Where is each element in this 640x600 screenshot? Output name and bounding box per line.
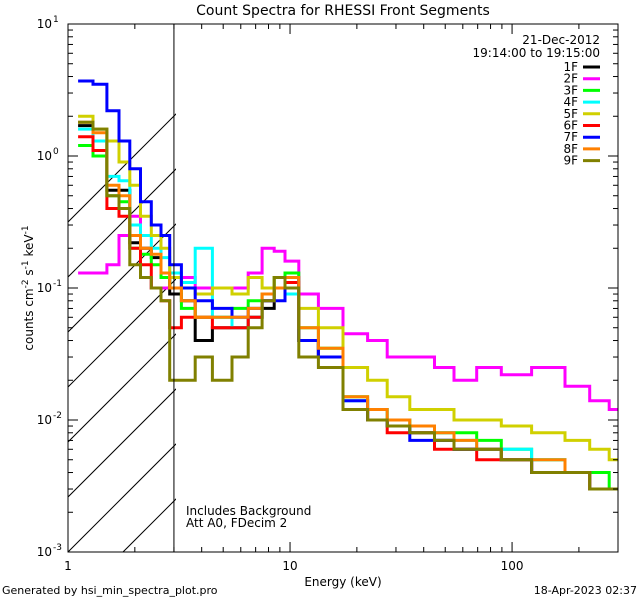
legend-label-4F: 4F: [563, 95, 578, 109]
legend-label-5F: 5F: [563, 107, 578, 121]
series-line-7F: [78, 79, 618, 491]
legend-label-6F: 6F: [563, 119, 578, 133]
legend-label-1F: 1F: [563, 60, 578, 74]
time-range-label: 19:14:00 to 19:15:00: [473, 46, 600, 60]
series-line-1F: [78, 124, 618, 491]
hatch-line: [68, 443, 176, 552]
series-line-4F: [78, 127, 618, 491]
legend-label-3F: 3F: [563, 83, 578, 97]
generated-by-label: Generated by hsi_min_spectra_plot.pro: [2, 584, 218, 597]
y-tick-exponent: 1: [53, 15, 59, 25]
date-label: 21-Dec-2012: [522, 33, 600, 47]
series-line-8F: [78, 120, 618, 491]
x-tick-label: 10: [282, 559, 297, 573]
hatch-line: [68, 223, 176, 333]
series-lines: [78, 79, 618, 491]
x-axis-label: Energy (keV): [304, 575, 381, 589]
y-tick-label: 10: [37, 281, 52, 295]
y-tick-exponent: 0: [53, 147, 59, 157]
x-tick-labels: 1 10 100: [64, 559, 523, 573]
y-tick-label: 10: [37, 149, 52, 163]
y-tick-exponent: -2: [53, 411, 62, 421]
hatch-line: [618, 24, 640, 552]
legend-label-9F: 9F: [563, 154, 578, 168]
y-tick-label: 10: [37, 545, 52, 559]
y-tick-exponent: -3: [53, 543, 62, 553]
x-tick-label: 1: [64, 559, 72, 573]
hatch-line: [68, 388, 176, 498]
y-axis-label: counts cm-2 s-1 keV-1: [21, 225, 36, 350]
legend-label-2F: 2F: [563, 72, 578, 86]
y-tick-label: 10: [37, 17, 52, 31]
y-tick-label: 10: [37, 413, 52, 427]
y-tick-exponent: -1: [53, 279, 62, 289]
series-line-3F: [78, 144, 618, 491]
series-line-9F: [78, 120, 618, 491]
annotation-background: Includes Background: [186, 504, 311, 518]
x-tick-label: 100: [501, 559, 524, 573]
series-line-6F: [78, 135, 618, 491]
chart-title: Count Spectra for RHESSI Front Segments: [196, 3, 490, 19]
annotation-attenuator: Att A0, FDecim 2: [186, 516, 287, 530]
legend-label-8F: 8F: [563, 142, 578, 156]
legend-label-7F: 7F: [563, 130, 578, 144]
axis-ticks: [67, 23, 619, 553]
timestamp-label: 18-Apr-2023 02:37: [534, 584, 637, 597]
